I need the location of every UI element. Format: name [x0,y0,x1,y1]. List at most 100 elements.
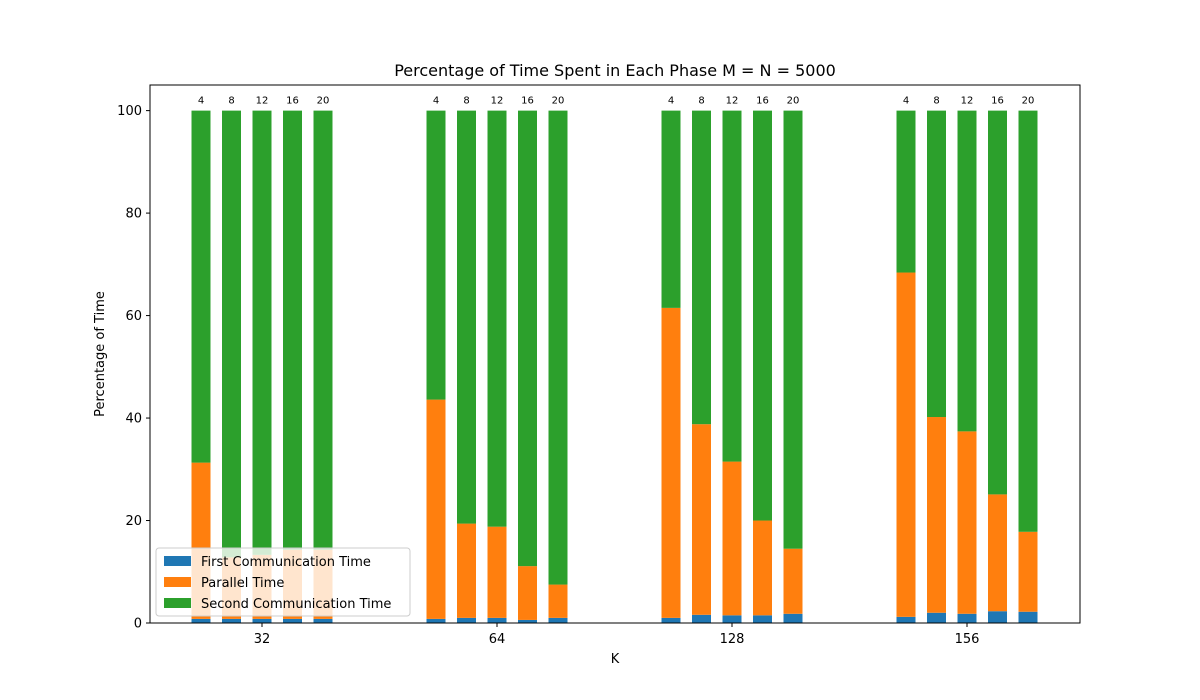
bar-segment-parallel-time-k64-4 [426,399,446,619]
x-tick-label: 156 [955,632,980,647]
bar-label: 16 [286,96,299,107]
bar-segment-second-communication-time-k156-12 [957,110,977,432]
legend-box [155,547,411,617]
bar-segment-second-communication-time-k32-12 [252,110,272,555]
legend-swatch [164,556,191,566]
bar-label: 16 [756,96,769,107]
legend-label: First Communication Time [201,555,371,570]
legend-swatch [164,598,191,608]
y-tick-label: 100 [117,104,142,119]
bar-segment-parallel-time-k128-12 [722,461,742,616]
legend-label: Parallel Time [201,576,284,591]
bar-segment-parallel-time-k128-8 [692,424,711,615]
bar-label: 4 [198,96,204,107]
bar-segment-first-communication-time-k156-16 [988,611,1007,623]
bar-label: 20 [787,96,800,107]
x-tick-label: 64 [489,632,506,647]
bar-label: 20 [317,96,330,107]
bar-label: 4 [668,96,674,107]
bar-segment-parallel-time-k64-12 [487,526,507,618]
x-tick-label: 128 [720,632,745,647]
y-tick-label: 0 [134,617,142,632]
bar-segment-first-communication-time-k128-4 [661,617,681,623]
y-tick-label: 80 [125,207,142,222]
bar-label: 12 [726,96,739,107]
bar-label: 8 [228,96,234,107]
bar-segment-second-communication-time-k64-16 [518,110,537,567]
y-tick-label: 60 [125,309,142,324]
bar-segment-parallel-time-k156-16 [988,494,1007,612]
bar-segment-second-communication-time-k64-12 [487,110,507,527]
legend-swatch [164,577,191,587]
bar-segment-first-communication-time-k128-8 [692,614,711,623]
bar-segment-first-communication-time-k32-8 [222,618,241,623]
bar-segment-first-communication-time-k128-12 [722,615,742,623]
bar-segment-parallel-time-k156-8 [927,417,946,613]
bar-segment-first-communication-time-k32-12 [252,618,272,623]
bar-label: 16 [521,96,534,107]
bar-segment-first-communication-time-k156-12 [957,613,977,623]
bar-segment-first-communication-time-k32-20 [313,618,333,623]
bar-segment-second-communication-time-k32-4 [191,110,211,463]
bar-segment-second-communication-time-k64-20 [548,110,568,585]
bar-segment-second-communication-time-k128-16 [753,110,772,521]
bar-segment-first-communication-time-k64-4 [426,618,446,623]
chart-title: Percentage of Time Spent in Each Phase M… [394,61,836,80]
y-tick-label: 20 [125,514,142,529]
bar-segment-first-communication-time-k128-16 [753,615,772,623]
bar-label: 8 [463,96,469,107]
bar-segment-first-communication-time-k128-20 [783,613,803,623]
bar-segment-second-communication-time-k156-8 [927,110,946,418]
bar-segment-first-communication-time-k64-20 [548,617,568,623]
bar-segment-second-communication-time-k128-4 [661,110,681,308]
bar-segment-parallel-time-k64-16 [518,566,537,620]
bar-segment-first-communication-time-k64-8 [457,617,476,623]
bar-segment-parallel-time-k156-4 [896,272,916,617]
bar-segment-first-communication-time-k156-20 [1018,611,1038,623]
bar-segment-second-communication-time-k156-4 [896,110,916,273]
bar-segment-parallel-time-k128-16 [753,520,772,616]
bar-label: 12 [491,96,504,107]
bar-segment-parallel-time-k128-20 [783,548,803,614]
bar-label: 4 [433,96,439,107]
bar-segment-second-communication-time-k128-8 [692,110,711,425]
legend: First Communication Time Parallel Time Sec… [155,547,411,617]
plot-frame [149,84,1081,624]
bar-label: 16 [991,96,1004,107]
bar-segment-parallel-time-k64-8 [457,523,476,618]
bar-label: 4 [903,96,909,107]
bar-label: 20 [552,96,565,107]
bar-segment-second-communication-time-k128-12 [722,110,742,462]
bar-segment-second-communication-time-k32-16 [283,110,302,550]
legend-label: Second Communication Time [201,597,391,612]
y-tick-label: 40 [125,412,142,427]
bar-segment-first-communication-time-k156-8 [927,612,946,623]
y-axis-label: Percentage of Time [93,291,108,417]
bar-segment-second-communication-time-k128-20 [783,110,803,549]
bar-segment-parallel-time-k156-20 [1018,531,1038,612]
bar-segment-second-communication-time-k64-8 [457,110,476,524]
bar-segment-parallel-time-k128-4 [661,307,681,618]
bar-segment-first-communication-time-k64-16 [518,619,537,623]
x-axis-label: K [611,652,620,667]
bar-segment-first-communication-time-k32-4 [191,618,211,623]
bar-segment-first-communication-time-k64-12 [487,617,507,623]
bar-segment-second-communication-time-k156-20 [1018,110,1038,532]
bar-label: 12 [961,96,974,107]
bar-label: 20 [1022,96,1035,107]
bar-segment-second-communication-time-k64-4 [426,110,446,400]
bar-segment-first-communication-time-k32-16 [283,618,302,623]
bar-label: 8 [933,96,939,107]
bar-label: 12 [256,96,269,107]
bar-segment-first-communication-time-k156-4 [896,616,916,623]
bar-segment-parallel-time-k156-12 [957,431,977,614]
x-tick-label: 32 [254,632,271,647]
bar-segment-second-communication-time-k156-16 [988,110,1007,495]
bar-segment-second-communication-time-k32-20 [313,110,333,550]
bars-layer: 4 8 12 16 20 4 8 12 16 20 4 8 12 16 20 4 8 12 16 20 [191,96,1038,623]
bar-segment-second-communication-time-k32-8 [222,110,241,558]
bar-segment-parallel-time-k64-20 [548,584,568,618]
